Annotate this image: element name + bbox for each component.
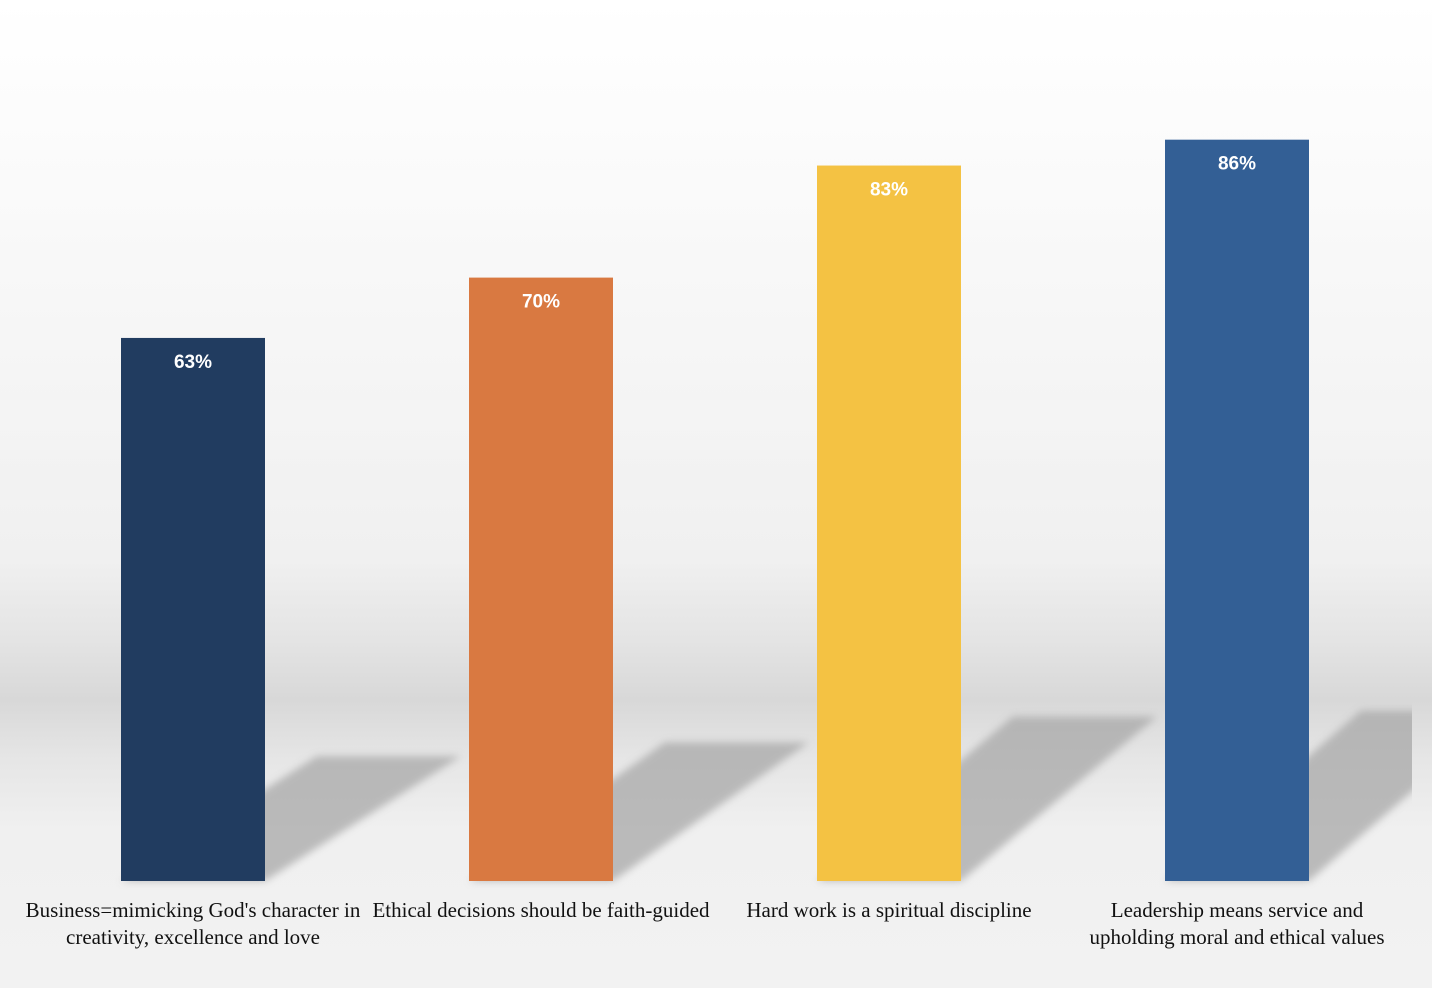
- bar-4: [1165, 139, 1309, 881]
- data-label: 86%: [1218, 154, 1256, 175]
- category-label: Leadership means service and upholding m…: [1089, 898, 1385, 949]
- category-label: Ethical decisions should be faith-guided: [372, 898, 710, 922]
- bar-2: [469, 277, 613, 882]
- data-label: 70%: [522, 292, 560, 313]
- category-label: Hard work is a spiritual discipline: [746, 898, 1032, 922]
- data-label: 63%: [174, 352, 212, 373]
- bar-1: [121, 337, 265, 881]
- bar-3: [817, 165, 961, 882]
- category-label: Business=mimicking God's character in cr…: [25, 898, 361, 949]
- data-label: 83%: [870, 180, 908, 201]
